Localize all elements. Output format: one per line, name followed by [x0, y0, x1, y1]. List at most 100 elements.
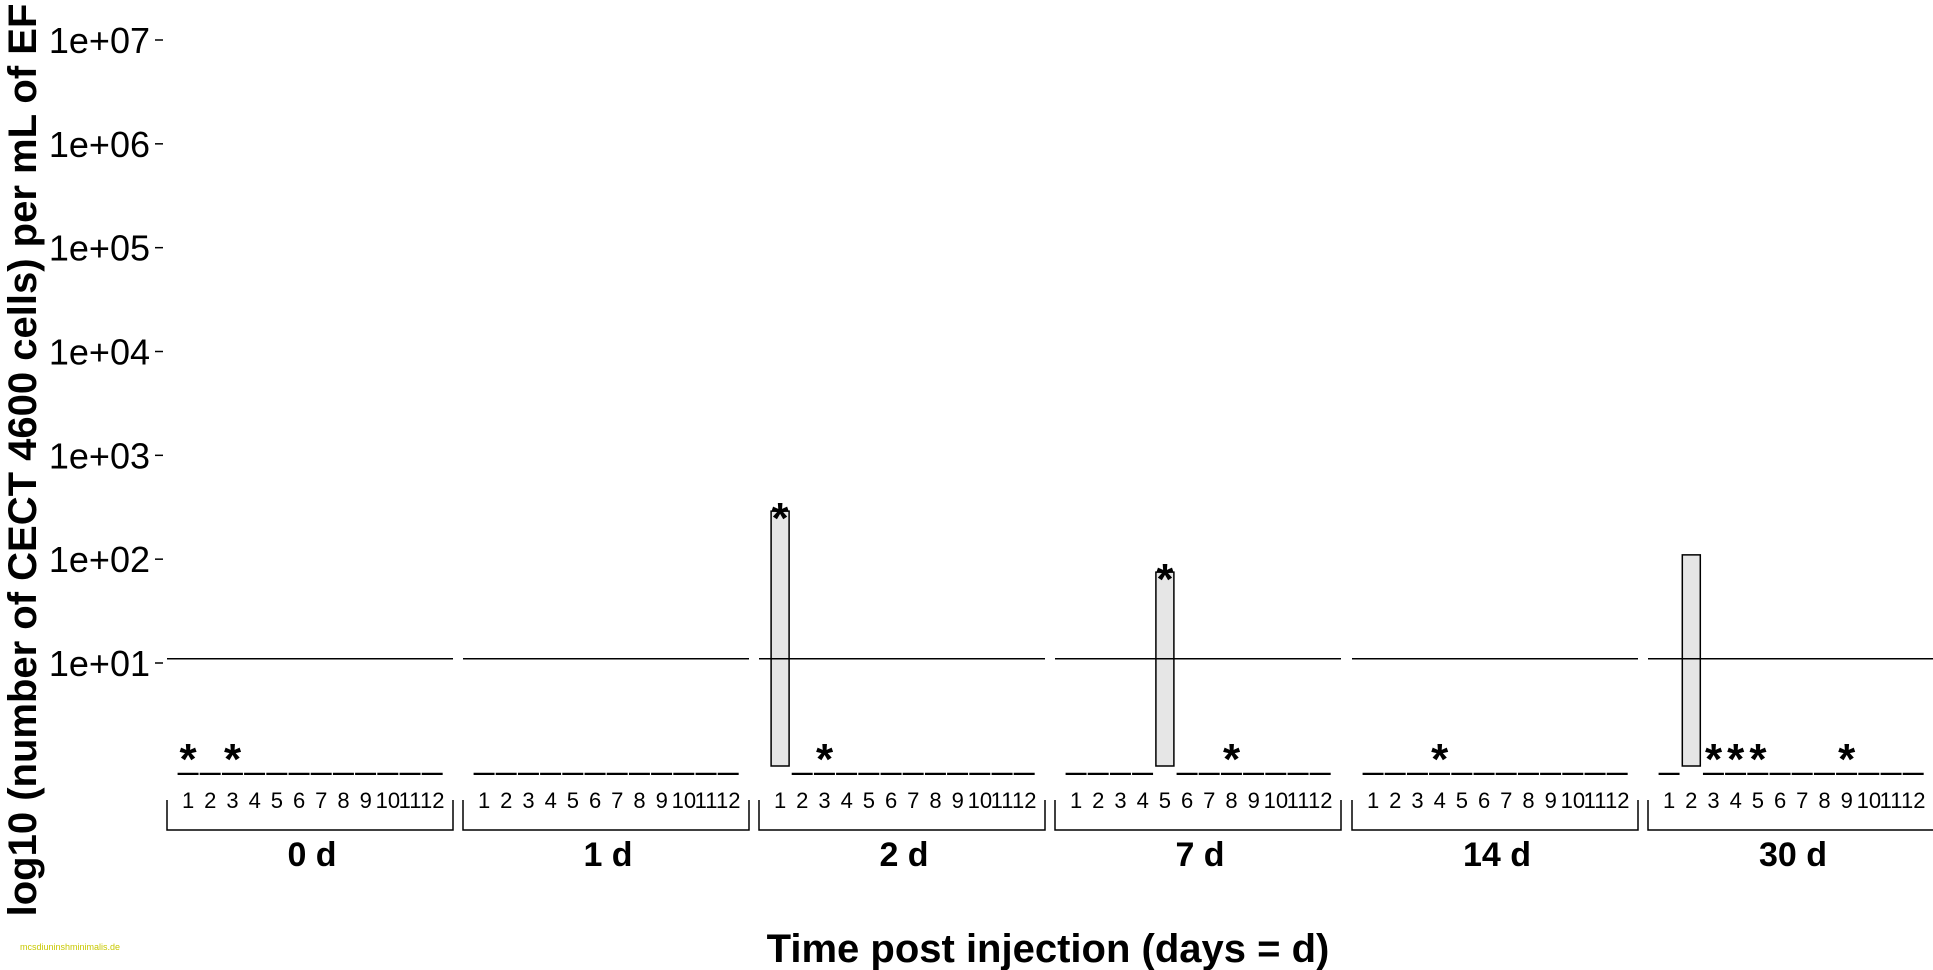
zero-marker: _	[288, 735, 310, 776]
zero-marker: _	[1265, 735, 1287, 776]
sample-label: 3	[226, 788, 238, 813]
sample-label: 12	[420, 788, 444, 813]
zero-marker: _	[606, 735, 628, 776]
sample-label: 4	[1137, 788, 1149, 813]
y-tick-label: 1e+01	[49, 643, 150, 684]
sample-label: 7	[1796, 788, 1808, 813]
sample-label: 2	[204, 788, 216, 813]
zero-marker: _	[1176, 735, 1198, 776]
sample-label: 4	[1730, 788, 1742, 813]
sample-label: 6	[1181, 788, 1193, 813]
sample-label: 5	[1456, 788, 1468, 813]
y-tick-label: 1e+02	[49, 539, 150, 580]
sample-label: 12	[1012, 788, 1036, 813]
y-tick-label: 1e+03	[49, 435, 150, 476]
sample-label: 11	[399, 788, 422, 813]
zero-marker: _	[673, 735, 695, 776]
sample-label: 2	[796, 788, 808, 813]
sample-label: 2	[1092, 788, 1104, 813]
zero-marker: _	[1562, 735, 1584, 776]
zero-marker: _	[717, 735, 739, 776]
group-bracket	[166, 800, 454, 831]
significance-star: *	[180, 735, 198, 784]
sample-label: 8	[1225, 788, 1237, 813]
sample-label: 4	[1434, 788, 1446, 813]
significance-star: *	[1156, 555, 1174, 604]
zero-marker: _	[1429, 735, 1451, 776]
group-label: 2 d	[879, 836, 928, 874]
significance-star: *	[772, 494, 790, 543]
sample-label: 1	[774, 788, 786, 813]
zero-marker: _	[421, 735, 443, 776]
significance-star: *	[224, 735, 242, 784]
zero-marker: _	[177, 735, 199, 776]
sample-label: 2	[1685, 788, 1697, 813]
zero-marker: _	[495, 735, 517, 776]
sample-label: 7	[315, 788, 327, 813]
group-bracket	[1351, 800, 1639, 831]
group-label: 1 d	[583, 836, 632, 874]
zero-marker: _	[1902, 735, 1924, 776]
sample-label: 8	[1522, 788, 1534, 813]
zero-marker: _	[1362, 735, 1384, 776]
sample-label: 8	[1818, 788, 1830, 813]
zero-marker: _	[1791, 735, 1813, 776]
sample-label: 4	[249, 788, 261, 813]
y-tick-label: 1e+07	[49, 20, 150, 61]
zero-marker: _	[1658, 735, 1680, 776]
zero-marker: _	[1087, 735, 1109, 776]
significance-star: *	[1223, 735, 1241, 784]
zero-marker: _	[399, 735, 421, 776]
sample-label: 12	[1308, 788, 1332, 813]
sample-label: 9	[952, 788, 964, 813]
sample-label: 12	[1605, 788, 1629, 813]
zero-marker: _	[1584, 735, 1606, 776]
zero-marker: _	[902, 735, 924, 776]
zero-marker: _	[651, 735, 673, 776]
sample-label: 10	[1857, 788, 1881, 813]
sample-label: 10	[1561, 788, 1585, 813]
zero-marker: _	[1517, 735, 1539, 776]
sample-label: 1	[1367, 788, 1379, 813]
bar	[1155, 571, 1175, 767]
sample-label: 3	[818, 788, 830, 813]
y-tick-label: 1e+06	[49, 124, 150, 165]
zero-marker: _	[1606, 735, 1628, 776]
group-label: 7 d	[1175, 836, 1224, 874]
significance-star: *	[1431, 735, 1449, 784]
sample-label: 9	[1248, 788, 1260, 813]
zero-marker: _	[1109, 735, 1131, 776]
sample-label: 5	[863, 788, 875, 813]
sample-label: 11	[695, 788, 718, 813]
zero-marker: _	[1451, 735, 1473, 776]
sample-label: 10	[968, 788, 992, 813]
sample-label: 11	[1287, 788, 1310, 813]
sample-label: 2	[500, 788, 512, 813]
bar	[1681, 554, 1702, 767]
sample-label: 6	[293, 788, 305, 813]
group-label: 14 d	[1463, 836, 1531, 874]
significance-star: *	[816, 735, 834, 784]
sample-label: 6	[885, 788, 897, 813]
significance-star: *	[1705, 735, 1723, 784]
sample-label: 12	[1901, 788, 1925, 813]
zero-marker: _	[858, 735, 880, 776]
sample-label: 10	[376, 788, 400, 813]
sample-label: 11	[1880, 788, 1903, 813]
significance-star: *	[1838, 735, 1856, 784]
sample-label: 7	[611, 788, 623, 813]
sample-label: 3	[1411, 788, 1423, 813]
zero-marker: _	[924, 735, 946, 776]
sample-label: 5	[1752, 788, 1764, 813]
sample-label: 1	[1070, 788, 1082, 813]
sample-label: 10	[672, 788, 696, 813]
zero-marker: _	[695, 735, 717, 776]
zero-marker: _	[628, 735, 650, 776]
sample-label: 11	[991, 788, 1014, 813]
zero-marker: _	[221, 735, 243, 776]
zero-marker: _	[836, 735, 858, 776]
sample-label: 8	[633, 788, 645, 813]
sample-label: 6	[1774, 788, 1786, 813]
sample-label: 6	[1478, 788, 1490, 813]
